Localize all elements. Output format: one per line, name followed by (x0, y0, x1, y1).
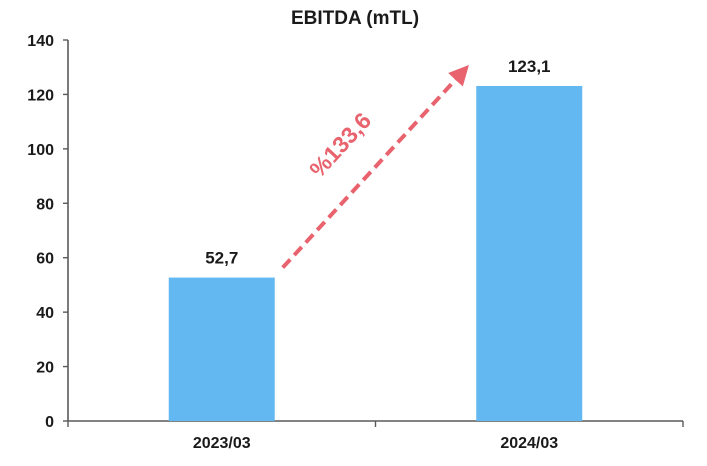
data-labels: 52,7 123,1 (205, 57, 550, 268)
y-tick-label: 40 (36, 305, 54, 322)
y-tick-label: 120 (27, 87, 54, 104)
x-axis: 2023/03 2024/03 (67, 420, 684, 452)
x-category-label: 2023/03 (193, 435, 251, 452)
bar-2024-03 (476, 85, 583, 422)
data-label: 52,7 (205, 249, 238, 268)
growth-label: %133,6 (304, 107, 376, 182)
y-tick-label: 140 (27, 33, 54, 50)
y-tick-label: 80 (36, 196, 54, 213)
y-tick-label: 20 (36, 360, 54, 377)
y-tick-label: 60 (36, 251, 54, 268)
chart-title: EBITDA (mTL) (291, 8, 419, 29)
y-tick-label: 0 (45, 414, 54, 431)
data-label: 123,1 (508, 57, 551, 76)
x-category-label: 2024/03 (500, 435, 558, 452)
y-axis: 0 20 40 60 80 100 120 140 (27, 33, 69, 431)
bar-2023-03 (168, 277, 275, 421)
growth-arrow (281, 65, 469, 269)
y-tick-label: 100 (27, 142, 54, 159)
bars (168, 85, 583, 422)
